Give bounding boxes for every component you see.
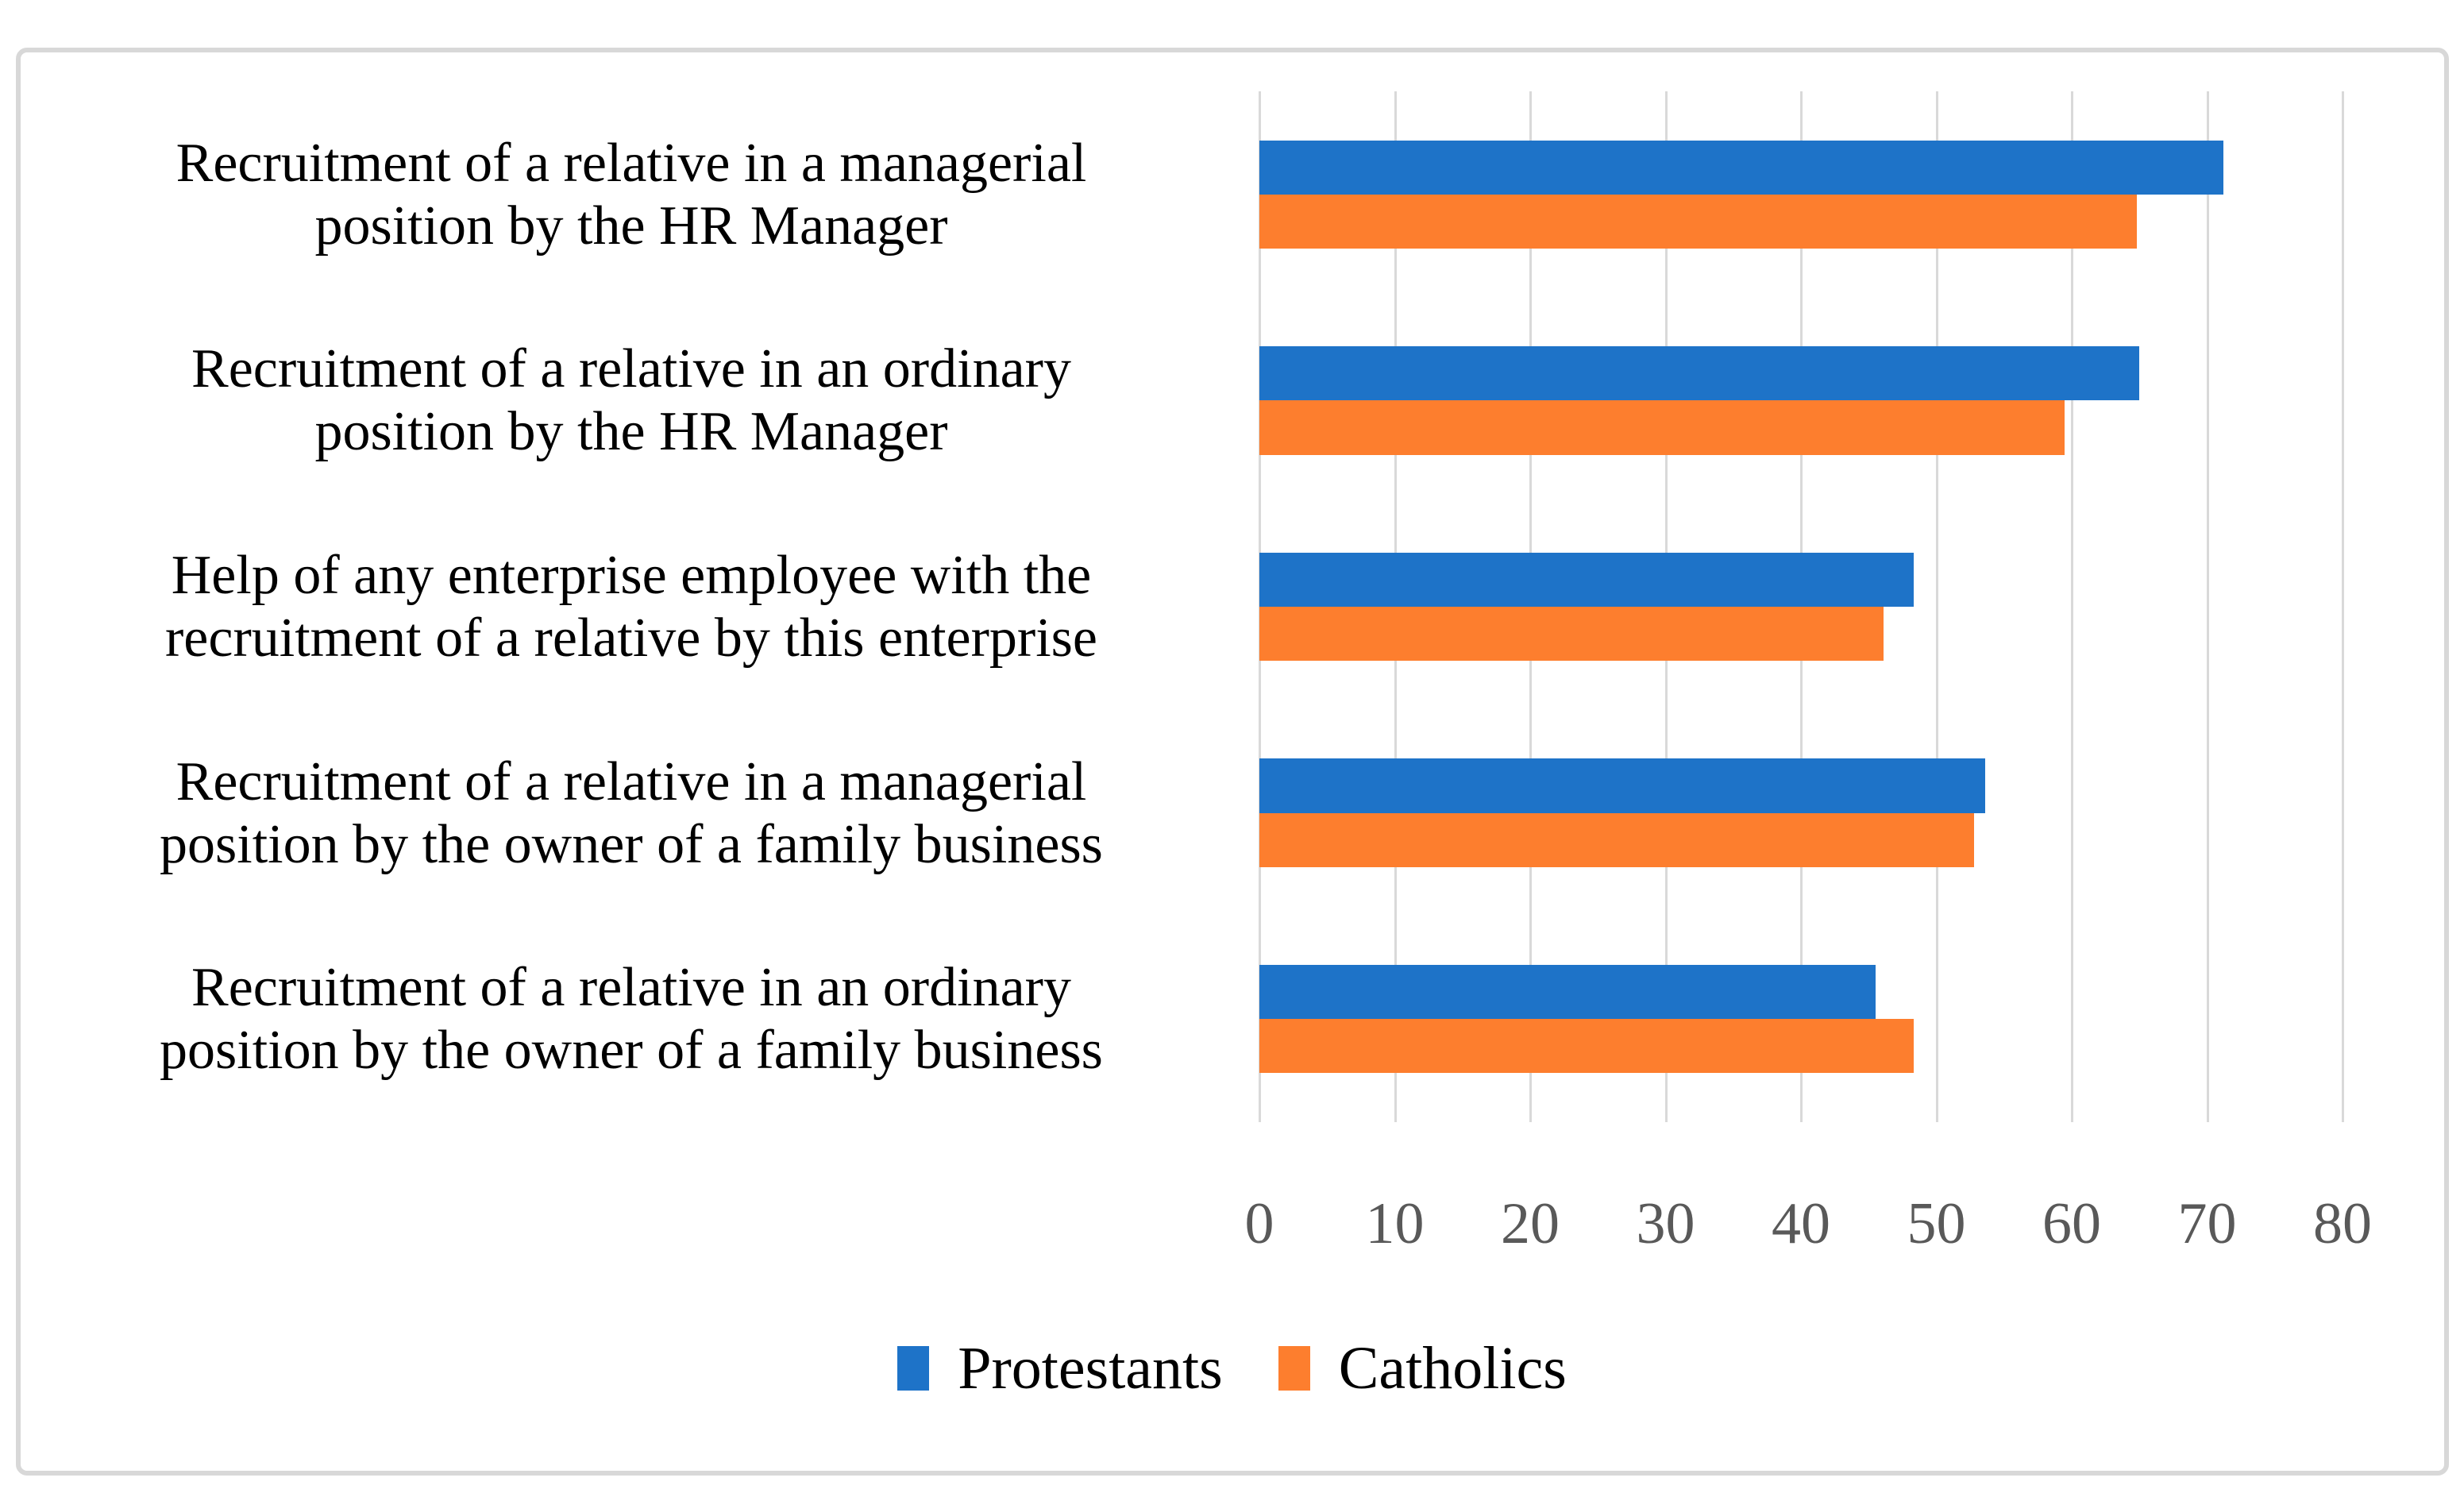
category-label-line: Recruitment of a relative in an ordinary bbox=[191, 338, 1071, 400]
legend-swatch-protestants-icon bbox=[897, 1346, 930, 1391]
category-axis: Recruitment of a relative in a manageria… bbox=[48, 91, 1215, 1122]
legend-swatch-catholics-icon bbox=[1278, 1346, 1310, 1391]
chart-border-frame bbox=[16, 48, 2449, 1476]
x-axis-tick-label: 70 bbox=[2177, 1191, 2237, 1256]
category-label-line: Recruitment of a relative in an ordinary bbox=[191, 957, 1071, 1019]
legend-label: Protestants bbox=[958, 1334, 1223, 1402]
bar-group bbox=[1259, 710, 2343, 916]
category-label: Recruitment of a relative in an ordinary… bbox=[48, 298, 1215, 504]
bar-group bbox=[1259, 916, 2343, 1122]
category-label-line: Recruitment of a relative in a manageria… bbox=[175, 750, 1087, 812]
category-label-line: position by the HR Manager bbox=[314, 401, 948, 463]
category-label: Recruitment of a relative in a manageria… bbox=[48, 710, 1215, 916]
bar-protestants bbox=[1259, 552, 1914, 607]
bar-catholics bbox=[1259, 400, 2065, 455]
x-axis-tick-label: 10 bbox=[1365, 1191, 1425, 1256]
x-axis-tick-label: 30 bbox=[1636, 1191, 1695, 1256]
bar-catholics bbox=[1259, 1019, 1914, 1074]
bar-group bbox=[1259, 298, 2343, 504]
legend-item-protestants: Protestants bbox=[897, 1334, 1223, 1403]
x-axis-tick-label: 0 bbox=[1244, 1191, 1274, 1256]
gridline bbox=[2342, 91, 2344, 1122]
category-label-line: Help of any enterprise employee with the bbox=[171, 544, 1092, 606]
category-label-line: Recruitment of a relative in a manageria… bbox=[175, 132, 1087, 194]
bar-catholics bbox=[1259, 606, 1884, 662]
gridline bbox=[2206, 91, 2209, 1122]
category-label: Recruitment of a relative in a manageria… bbox=[48, 91, 1215, 298]
category-label-line: position by the HR Manager bbox=[314, 195, 948, 257]
bar-protestants bbox=[1259, 140, 2223, 195]
x-axis: 0 10 20 30 40 50 60 70 80 bbox=[1245, 1122, 2373, 1256]
bar-catholics bbox=[1259, 194, 2137, 249]
legend: Protestants Catholics bbox=[0, 1325, 2464, 1412]
legend-item-catholics: Catholics bbox=[1278, 1334, 1567, 1403]
x-axis-tick-label: 20 bbox=[1501, 1191, 1560, 1256]
category-label: Recruitment of a relative in an ordinary… bbox=[48, 916, 1215, 1122]
x-axis-tick-label: 60 bbox=[2042, 1191, 2101, 1256]
plot-area bbox=[1259, 91, 2344, 1122]
bar-protestants bbox=[1259, 346, 2140, 401]
gridline bbox=[1935, 91, 1938, 1122]
category-label-line: position by the owner of a family busine… bbox=[160, 813, 1103, 875]
category-label-line: position by the owner of a family busine… bbox=[160, 1020, 1103, 1082]
bar-catholics bbox=[1259, 812, 1975, 867]
gridline bbox=[2071, 91, 2073, 1122]
x-axis-tick-label: 50 bbox=[1907, 1191, 1966, 1256]
category-label: Help of any enterprise employee with the… bbox=[48, 503, 1215, 710]
bar-group bbox=[1259, 91, 2343, 298]
bar-protestants bbox=[1259, 964, 1876, 1020]
bar-group bbox=[1259, 503, 2343, 710]
legend-label: Catholics bbox=[1338, 1334, 1567, 1402]
x-axis-tick-label: 40 bbox=[1772, 1191, 1830, 1256]
bar-protestants bbox=[1259, 758, 1985, 813]
x-axis-tick-label: 80 bbox=[2313, 1191, 2372, 1256]
category-label-line: recruitment of a relative by this enterp… bbox=[165, 607, 1097, 669]
